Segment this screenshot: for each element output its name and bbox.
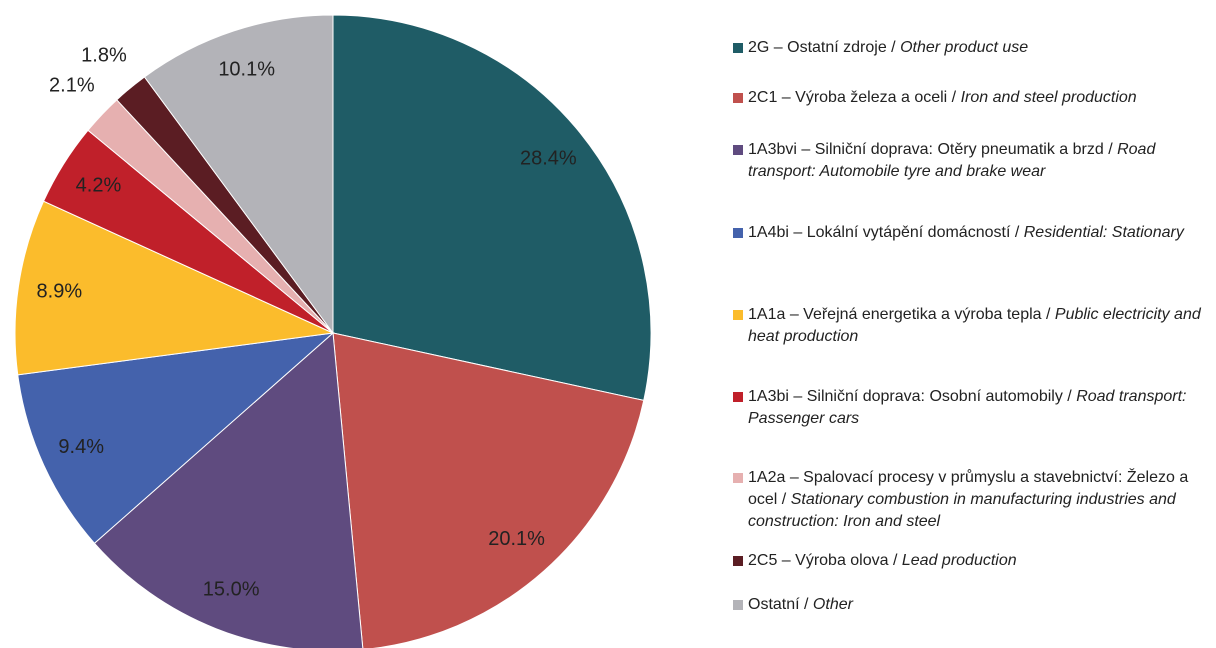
legend-swatch <box>733 145 743 155</box>
legend-label-en: Other <box>812 596 853 613</box>
legend-label-en: Lead production <box>901 552 1017 569</box>
slice-label: 20.1% <box>488 528 545 550</box>
legend-entry: 2C1 – Výroba železa a oceli / Iron and s… <box>733 87 1213 109</box>
legend-label: Ostatní / <box>748 596 809 613</box>
legend-label-en: Road transport: Automobile tyre and brak… <box>748 141 1156 180</box>
legend-swatch <box>733 392 743 402</box>
legend-entry: 2C5 – Výroba olova / Lead production <box>733 550 1213 572</box>
pie-slice <box>93 331 364 648</box>
legend-label-en: Road transport: Passenger cars <box>748 388 1187 427</box>
pie-slice <box>332 332 645 648</box>
slice-label: 15.0% <box>203 579 260 601</box>
legend-entry: 1A1a – Veřejná energetika a výroba tepla… <box>733 304 1213 348</box>
pie-slice <box>332 14 652 402</box>
pie-slice <box>17 332 335 545</box>
slice-label: 2.1% <box>49 74 95 96</box>
slice-label: 9.4% <box>58 436 104 458</box>
slice-label: 1.8% <box>81 44 127 66</box>
slice-label: 8.9% <box>37 281 83 303</box>
legend-label: 2C1 – Výroba železa a oceli / <box>748 89 957 106</box>
legend-swatch <box>733 473 743 483</box>
legend-entry: 1A3bi – Silniční doprava: Osobní automob… <box>733 386 1213 430</box>
slice-label: 10.1% <box>218 58 275 80</box>
legend-entry: 1A3bvi – Silniční doprava: Otěry pneumat… <box>733 139 1213 183</box>
legend-swatch <box>733 310 743 320</box>
legend-entry: 1A4bi – Lokální vytápění domácností / Re… <box>733 222 1213 244</box>
legend-swatch <box>733 556 743 566</box>
legend-swatch <box>733 600 743 610</box>
legend-label-en: Other product use <box>900 39 1029 56</box>
legend-label: 2G – Ostatní zdroje / <box>748 39 896 56</box>
legend-label: 1A3bi – Silniční doprava: Osobní automob… <box>748 388 1072 405</box>
legend-label-en: Stationary combustion in manufacturing i… <box>748 491 1176 530</box>
legend-entry: Ostatní / Other <box>733 594 1213 616</box>
legend-label-en: Residential: Stationary <box>1023 224 1184 241</box>
chart: 28.4% 20.1% 15.0% 9.4% 8.9% 4.2% 2.1% 1.8% 10.1% <box>14 14 652 648</box>
legend-label: 1A1a – Veřejná energetika a výroba tepla… <box>748 306 1051 323</box>
pie-slice <box>14 200 335 376</box>
legend-swatch <box>733 43 743 53</box>
legend-label: 1A2a – Spalovací procesy v průmyslu a st… <box>748 469 1189 508</box>
legend-swatch <box>733 228 743 238</box>
legend-label: 1A3bvi – Silniční doprava: Otěry pneumat… <box>748 141 1113 158</box>
slice-label: 4.2% <box>76 175 122 197</box>
legend-entry: 1A2a – Spalovací procesy v průmyslu a st… <box>733 467 1213 533</box>
legend-label: 2C5 – Výroba olova / <box>748 552 898 569</box>
legend-entry: 2G – Ostatní zdroje / Other product use <box>733 37 1213 59</box>
pie-slice <box>143 14 334 335</box>
legend-label-en: Public electricity and heat production <box>748 306 1201 345</box>
legend-swatch <box>733 93 743 103</box>
legend-label: 1A4bi – Lokální vytápění domácností / <box>748 224 1020 241</box>
slice-label: 28.4% <box>520 148 577 170</box>
legend-label-en: Iron and steel production <box>960 89 1137 106</box>
